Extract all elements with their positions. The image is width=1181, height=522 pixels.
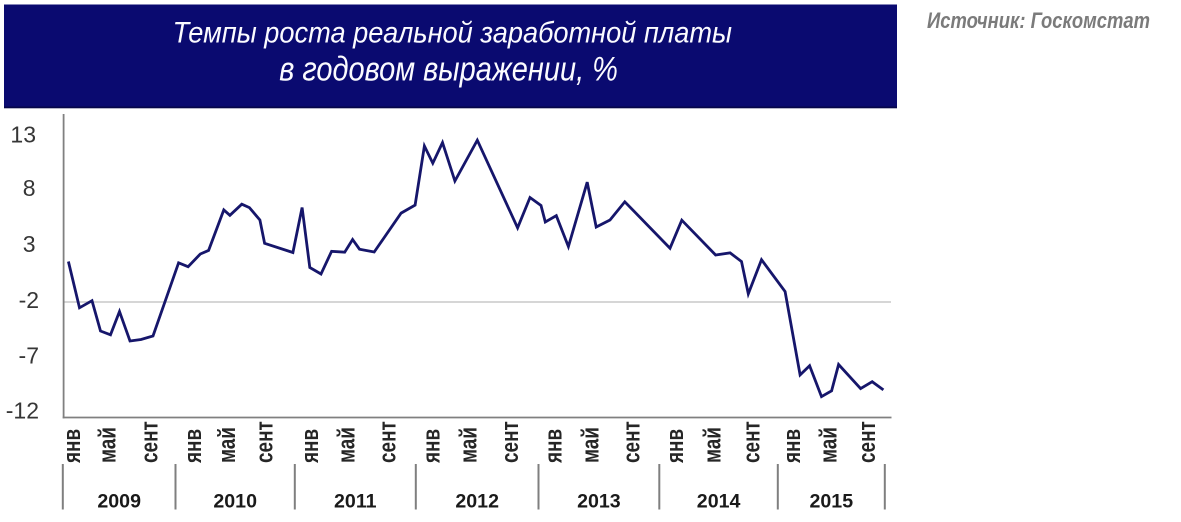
- svg-text:2015: 2015: [810, 491, 854, 513]
- svg-text:2010: 2010: [213, 491, 257, 513]
- svg-text:8: 8: [23, 175, 36, 201]
- svg-text:янв: янв: [417, 429, 445, 464]
- svg-text:сент: сент: [738, 421, 766, 463]
- svg-text:май: май: [93, 427, 121, 463]
- svg-text:-12: -12: [6, 398, 39, 424]
- svg-text:янв: янв: [539, 429, 567, 464]
- svg-text:сент: сент: [496, 421, 524, 463]
- svg-text:янв: янв: [58, 429, 86, 464]
- svg-text:в годовом выражении, %: в годовом выражении, %: [279, 49, 618, 88]
- svg-text:сент: сент: [250, 421, 278, 463]
- svg-text:2009: 2009: [97, 491, 141, 513]
- svg-text:Источник: Госкомстат: Источник: Госкомстат: [927, 10, 1150, 34]
- svg-text:сент: сент: [136, 421, 164, 463]
- svg-text:май: май: [213, 427, 241, 463]
- svg-text:май: май: [332, 427, 360, 463]
- svg-text:янв: янв: [296, 429, 324, 464]
- svg-text:2011: 2011: [334, 491, 377, 513]
- svg-text:янв: янв: [179, 429, 207, 464]
- svg-text:-7: -7: [19, 343, 39, 369]
- svg-text:май: май: [698, 427, 726, 463]
- svg-text:янв: янв: [778, 429, 806, 464]
- svg-text:май: май: [454, 427, 482, 463]
- svg-text:сент: сент: [617, 421, 645, 463]
- svg-text:май: май: [814, 427, 842, 463]
- svg-text:Темпы роста реальной заработно: Темпы роста реальной заработной платы: [173, 16, 732, 50]
- svg-text:сент: сент: [373, 421, 401, 463]
- svg-text:янв: янв: [661, 429, 689, 464]
- svg-text:2014: 2014: [697, 491, 741, 513]
- svg-text:2013: 2013: [577, 491, 621, 513]
- svg-text:13: 13: [10, 122, 36, 148]
- svg-text:-2: -2: [19, 287, 39, 313]
- svg-text:3: 3: [23, 231, 36, 257]
- svg-text:сент: сент: [853, 421, 881, 463]
- svg-text:май: май: [576, 427, 604, 463]
- svg-text:2012: 2012: [455, 491, 499, 513]
